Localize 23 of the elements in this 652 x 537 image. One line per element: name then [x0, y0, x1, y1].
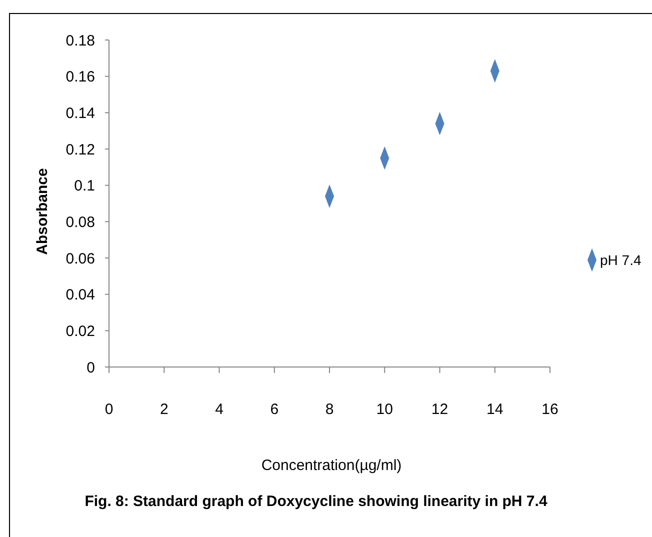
y-tick-label: 0.06 — [66, 250, 95, 268]
x-tick-label: 0 — [104, 401, 114, 418]
x-axis-title: Concentration(µg/ml) — [261, 457, 402, 474]
y-axis-title: Absorbance — [34, 168, 51, 255]
y-tick-label: 0 — [86, 359, 95, 376]
y-tick-label: 0.04 — [66, 286, 95, 304]
caption: Fig. 8: Standard graph of Doxycycline showing linearity in pH 7.4 — [84, 493, 548, 510]
y-tick-label: 0.1 — [74, 178, 95, 195]
y-tick-label: 0.08 — [66, 214, 95, 231]
x-tick-label: 10 — [376, 401, 393, 418]
y-tick-label: 0.18 — [66, 32, 95, 50]
y-tick-label: 0.14 — [66, 104, 95, 122]
y-tick-label: 0.16 — [66, 68, 95, 86]
x-tick-label: 14 — [486, 401, 504, 418]
x-tick-label: 16 — [542, 401, 558, 418]
legend-label: pH 7.4 — [600, 252, 642, 268]
x-tick-label: 4 — [215, 401, 224, 418]
y-tick-label: 0.02 — [66, 322, 95, 340]
y-tick-label: 0.12 — [66, 141, 95, 158]
x-tick-label: 6 — [270, 401, 279, 418]
x-tick-label: 8 — [325, 401, 334, 418]
x-tick-label: 12 — [431, 401, 448, 418]
x-tick-label: 2 — [160, 401, 168, 418]
